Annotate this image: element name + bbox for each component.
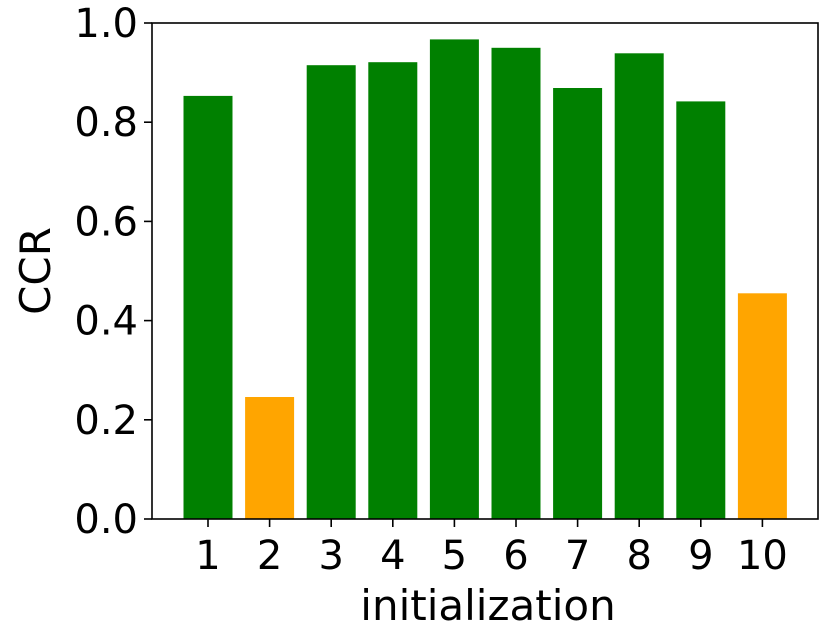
y-tick-label-0.4: 0.4 xyxy=(74,299,138,345)
bar-1 xyxy=(183,95,233,520)
y-tick-label-0.2: 0.2 xyxy=(74,398,138,444)
x-tick-label-4: 4 xyxy=(380,533,405,579)
y-axis: 0.0 0.2 0.4 0.6 0.8 1.0 xyxy=(74,1,152,543)
bar-10 xyxy=(737,293,787,519)
bar-5 xyxy=(429,39,479,520)
y-tick-label-1.0: 1.0 xyxy=(74,1,138,47)
bar-4 xyxy=(368,62,418,519)
bar-7 xyxy=(553,88,603,519)
y-tick-label-0.0: 0.0 xyxy=(74,497,138,543)
plot-frame xyxy=(151,22,819,520)
y-axis-title: CCR xyxy=(11,227,60,315)
bar-2 xyxy=(245,397,295,519)
x-tick-label-5: 5 xyxy=(442,533,467,579)
x-tick-label-2: 2 xyxy=(257,533,282,579)
x-tick-label-9: 9 xyxy=(688,533,713,579)
y-tick-label-0.8: 0.8 xyxy=(74,100,138,146)
x-tick-label-6: 6 xyxy=(503,533,528,579)
y-tick-label-0.6: 0.6 xyxy=(74,199,138,245)
bar-8 xyxy=(614,53,664,520)
bar-6 xyxy=(491,47,541,520)
x-tick-label-7: 7 xyxy=(565,533,590,579)
x-tick-label-8: 8 xyxy=(626,533,651,579)
x-axis-title: initialization xyxy=(360,581,615,630)
x-axis: 1 2 3 4 5 6 7 8 9 10 xyxy=(195,519,788,579)
bars-group xyxy=(183,39,787,520)
bar-9 xyxy=(676,101,726,520)
x-tick-label-1: 1 xyxy=(195,533,220,579)
x-tick-label-10: 10 xyxy=(737,533,788,579)
x-tick-label-3: 3 xyxy=(318,533,343,579)
bar-3 xyxy=(306,65,356,519)
